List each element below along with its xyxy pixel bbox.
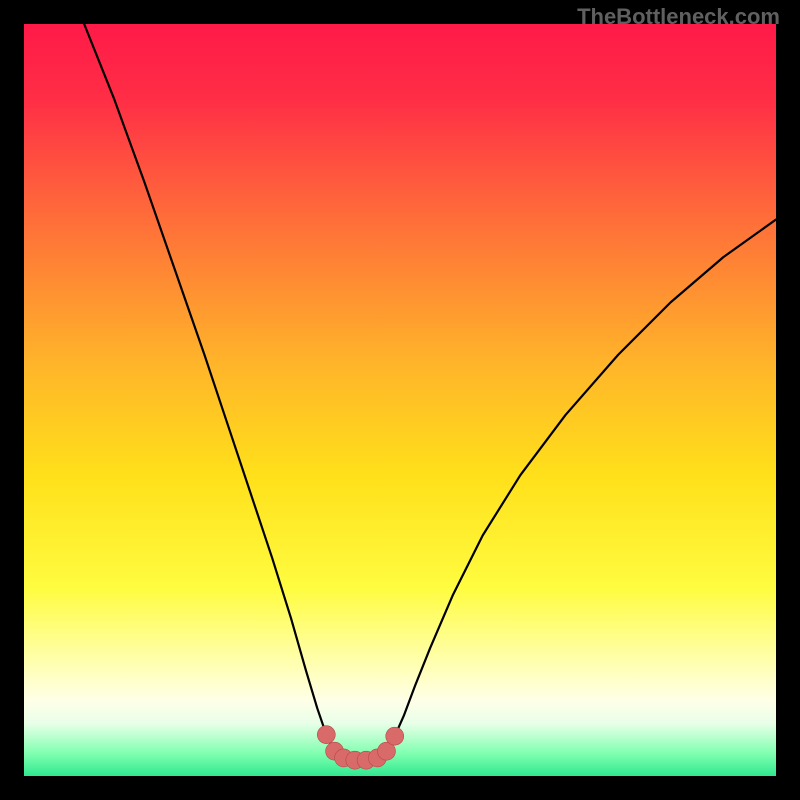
watermark-text: TheBottleneck.com — [577, 4, 780, 30]
plot-area — [24, 24, 776, 776]
gradient-background — [24, 24, 776, 776]
optimal-point-marker — [386, 727, 404, 745]
chart-container: TheBottleneck.com — [0, 0, 800, 800]
optimal-point-marker — [317, 726, 335, 744]
bottleneck-curve-chart — [24, 24, 776, 776]
